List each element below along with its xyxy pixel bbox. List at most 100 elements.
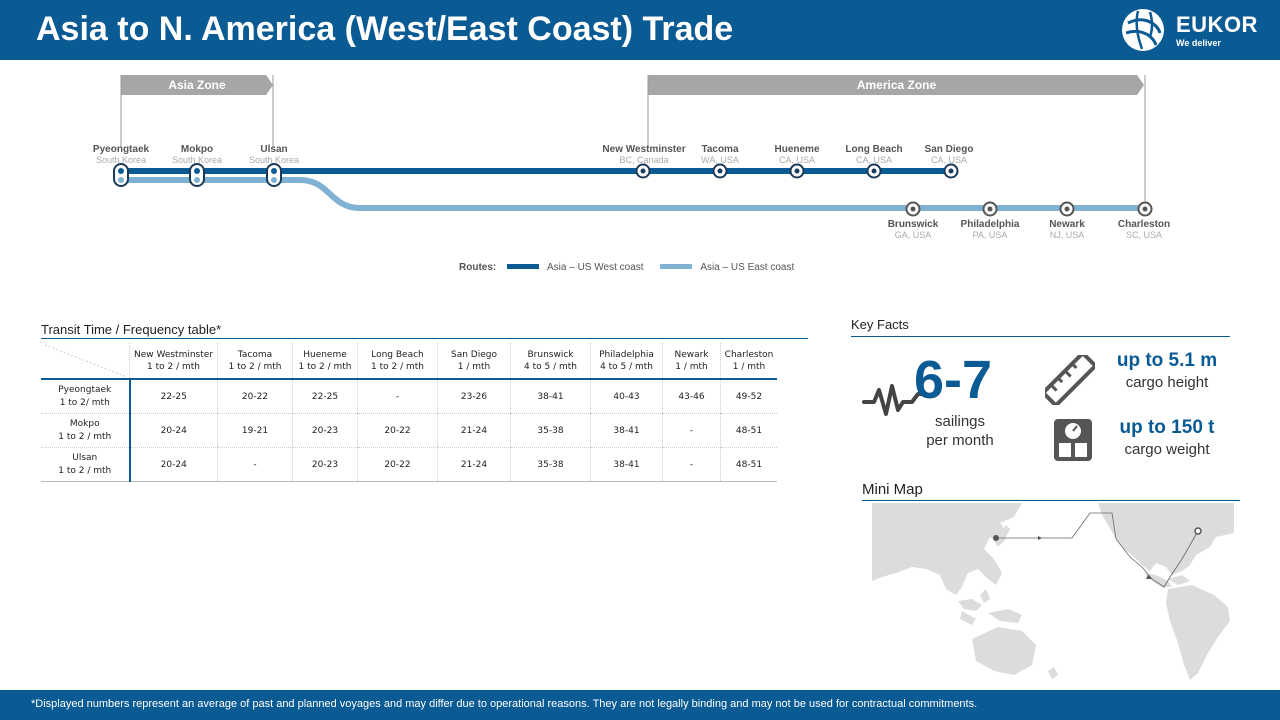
- port-label: Philadelphia PA, USA: [961, 219, 1020, 240]
- sailings-value: 6-7: [914, 350, 993, 410]
- port-name: Hueneme: [774, 144, 820, 155]
- port-region: CA, USA: [930, 155, 967, 165]
- port-label: Ulsan South Korea: [249, 144, 299, 165]
- east-coast-route: [121, 177, 1145, 211]
- legend-east: Asia – US East coast: [700, 262, 795, 273]
- sailings-line1: sailings: [934, 413, 986, 430]
- column-header: New Westminster 1 to 2 / mth: [129, 343, 218, 379]
- port-name: Philadelphia: [960, 219, 1020, 230]
- table-cell: 35-38: [510, 413, 591, 448]
- west-route-swatch: [507, 263, 540, 269]
- eukor-logo: EUKOR We deliver: [1120, 6, 1270, 54]
- column-header: Hueneme 1 to 2 / mth: [292, 343, 358, 379]
- port-name: Tacoma: [701, 144, 739, 155]
- scale-icon: [1054, 419, 1092, 461]
- table-cell: 20-24: [129, 413, 218, 448]
- routes-legend: Routes: Asia – US West coast Asia – US E…: [459, 262, 794, 273]
- table-cell: 40-43: [590, 379, 663, 414]
- heartbeat-icon: [862, 384, 926, 416]
- australia-landmass: [972, 627, 1036, 675]
- port-marker: [866, 163, 882, 179]
- transit-table: New Westminster 1 to 2 / mth Tacoma 1 to 2…: [41, 343, 777, 482]
- table-cell: 43-46: [662, 379, 721, 414]
- header-bar: Asia to N. America (West/East Coast) Tra…: [0, 0, 1280, 60]
- port-marker: [113, 163, 129, 187]
- mini-map-route-east: [1141, 530, 1199, 588]
- weight-value: up to 150 t: [1119, 417, 1215, 438]
- port-name: Brunswick: [887, 219, 939, 230]
- divider: [862, 500, 1240, 501]
- column-header: Charleston 1 / mth: [720, 343, 777, 379]
- japan-landmass: [994, 525, 1010, 547]
- port-region: WA, USA: [701, 155, 739, 165]
- column-header: San Diego 1 / mth: [437, 343, 511, 379]
- table-cell: 35-38: [510, 447, 591, 482]
- footnote: *Displayed numbers represent an average …: [31, 698, 978, 710]
- port-label: Mokpo South Korea: [172, 144, 222, 165]
- transit-table-title: Transit Time / Frequency table*: [41, 322, 222, 337]
- port-name: Newark: [1049, 219, 1085, 230]
- port-region: NJ, USA: [1049, 230, 1085, 240]
- height-label: cargo height: [1125, 374, 1209, 391]
- table-cell: 20-22: [357, 447, 438, 482]
- port-marker: [982, 201, 998, 217]
- legend-west: Asia – US West coast: [547, 262, 644, 273]
- port-marker: [1137, 201, 1153, 217]
- table-cell: 48-51: [720, 447, 777, 482]
- table-cell: 20-22: [217, 379, 293, 414]
- port-marker: [712, 163, 728, 179]
- asia-zone-arrow: [121, 75, 273, 95]
- weight-label: cargo weight: [1124, 441, 1210, 458]
- table-cell: 38-41: [510, 379, 591, 414]
- table-cell: -: [662, 413, 721, 448]
- port-marker: [189, 163, 205, 187]
- page-title: Asia to N. America (West/East Coast) Tra…: [36, 10, 734, 48]
- destination-marker: [1194, 527, 1202, 535]
- key-facts-title: Key Facts: [851, 317, 909, 332]
- logo-name: EUKOR: [1176, 12, 1258, 37]
- table-row: Ulsan 1 to 2 / mth 20-24 - 20-23 20-22 21…: [41, 447, 777, 482]
- port-label: Long Beach CA, USA: [845, 144, 902, 165]
- port-name: Charleston: [1117, 219, 1171, 230]
- table-cell: 21-24: [437, 413, 511, 448]
- table-cell: 21-24: [437, 447, 511, 482]
- globe-icon: [1122, 9, 1164, 51]
- port-name: Long Beach: [845, 144, 903, 155]
- table-cell: 20-23: [292, 413, 358, 448]
- column-header: Tacoma 1 to 2 / mth: [217, 343, 293, 379]
- asia-landmass: [872, 503, 1022, 595]
- port-label: San Diego CA, USA: [925, 144, 974, 165]
- port-label: New Westminster BC, Canada: [602, 144, 685, 165]
- east-route-swatch: [660, 263, 693, 269]
- port-region: PA, USA: [972, 230, 1008, 240]
- port-name: New Westminster: [602, 144, 686, 155]
- height-value: up to 5.1 m: [1116, 350, 1218, 371]
- table-cell: 38-41: [590, 447, 663, 482]
- mini-map-route-west: [996, 512, 1143, 568]
- mini-map-title: Mini Map: [862, 481, 923, 498]
- divider: [41, 338, 808, 339]
- port-marker: [905, 201, 921, 217]
- ruler-icon: [1045, 355, 1095, 405]
- row-header: Ulsan 1 to 2 / mth: [41, 447, 131, 482]
- port-region: BC, Canada: [619, 155, 669, 165]
- port-label: Newark NJ, USA: [1049, 219, 1085, 240]
- table-cell: 20-23: [292, 447, 358, 482]
- port-region: South Korea: [95, 155, 147, 165]
- row-header: Pyeongtaek 1 to 2/ mth: [41, 379, 131, 414]
- north-america-landmass: [1098, 503, 1234, 575]
- table-cell: 49-52: [720, 379, 777, 414]
- table-cell: 23-26: [437, 379, 511, 414]
- row-header: Mokpo 1 to 2 / mth: [41, 413, 131, 448]
- table-cell: 22-25: [129, 379, 218, 414]
- port-marker: [635, 163, 651, 179]
- south-america-landmass: [1166, 585, 1230, 680]
- footer-bar: *Displayed numbers represent an average …: [0, 690, 1280, 720]
- sailings-label: sailings per month: [914, 412, 1006, 450]
- table-cell: 20-24: [129, 447, 218, 482]
- table-row: Mokpo 1 to 2 / mth 20-24 19-21 20-23 20-2…: [41, 413, 777, 448]
- table-cell: -: [662, 447, 721, 482]
- legend-label: Routes:: [459, 262, 497, 273]
- port-region: GA, USA: [894, 230, 932, 240]
- port-region: South Korea: [248, 155, 300, 165]
